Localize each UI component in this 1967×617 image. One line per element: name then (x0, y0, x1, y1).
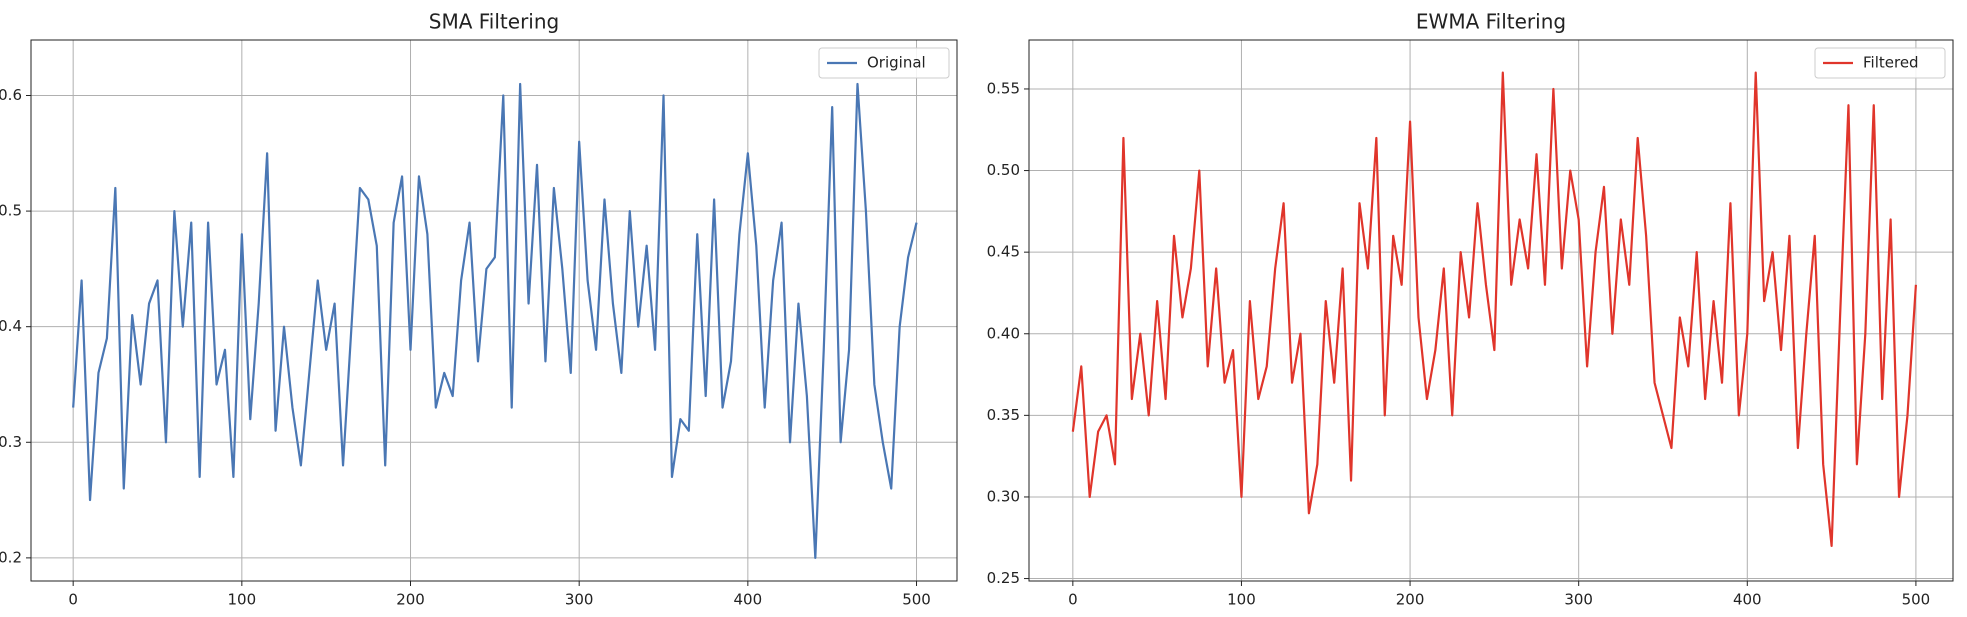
x-tick-label: 300 (1564, 591, 1593, 609)
x-tick-label: 400 (1733, 591, 1762, 609)
x-tick-label: 200 (396, 591, 425, 609)
x-tick-label: 500 (1902, 591, 1931, 609)
legend-label: Filtered (1863, 54, 1919, 72)
legend-label: Original (867, 54, 926, 72)
x-tick-label: 0 (1068, 591, 1078, 609)
x-tick-label: 300 (565, 591, 594, 609)
data-line (72, 82, 918, 559)
y-tick-label: 0.30 (987, 487, 1020, 505)
plot-frame (1028, 39, 1954, 582)
x-tick-label: 200 (1396, 591, 1425, 609)
y-tick-label: 0.35 (987, 406, 1020, 424)
y-tick-label: 0.40 (987, 324, 1020, 342)
x-tick-label: 100 (1227, 591, 1256, 609)
x-tick-label: 100 (228, 591, 257, 609)
y-tick-label: 0.50 (987, 161, 1020, 179)
y-tick-label: 0.3 (0, 433, 22, 451)
legend-box (818, 47, 950, 79)
y-tick-label: 0.25 (987, 569, 1020, 587)
x-tick-label: 400 (734, 591, 763, 609)
chart-title: EWMA Filtering (1416, 10, 1566, 34)
y-tick-label: 0.4 (0, 317, 22, 335)
x-tick-label: 0 (68, 591, 78, 609)
legend-box (1814, 47, 1946, 79)
y-tick-label: 0.5 (0, 202, 22, 220)
x-tick-label: 500 (902, 591, 931, 609)
data-line (1071, 71, 1918, 548)
chart-title: SMA Filtering (429, 10, 559, 34)
plot-frame (30, 39, 958, 582)
y-tick-label: 0.45 (987, 243, 1020, 261)
y-tick-label: 0.2 (0, 548, 22, 566)
y-tick-label: 0.55 (987, 79, 1020, 97)
y-tick-label: 0.6 (0, 86, 22, 104)
